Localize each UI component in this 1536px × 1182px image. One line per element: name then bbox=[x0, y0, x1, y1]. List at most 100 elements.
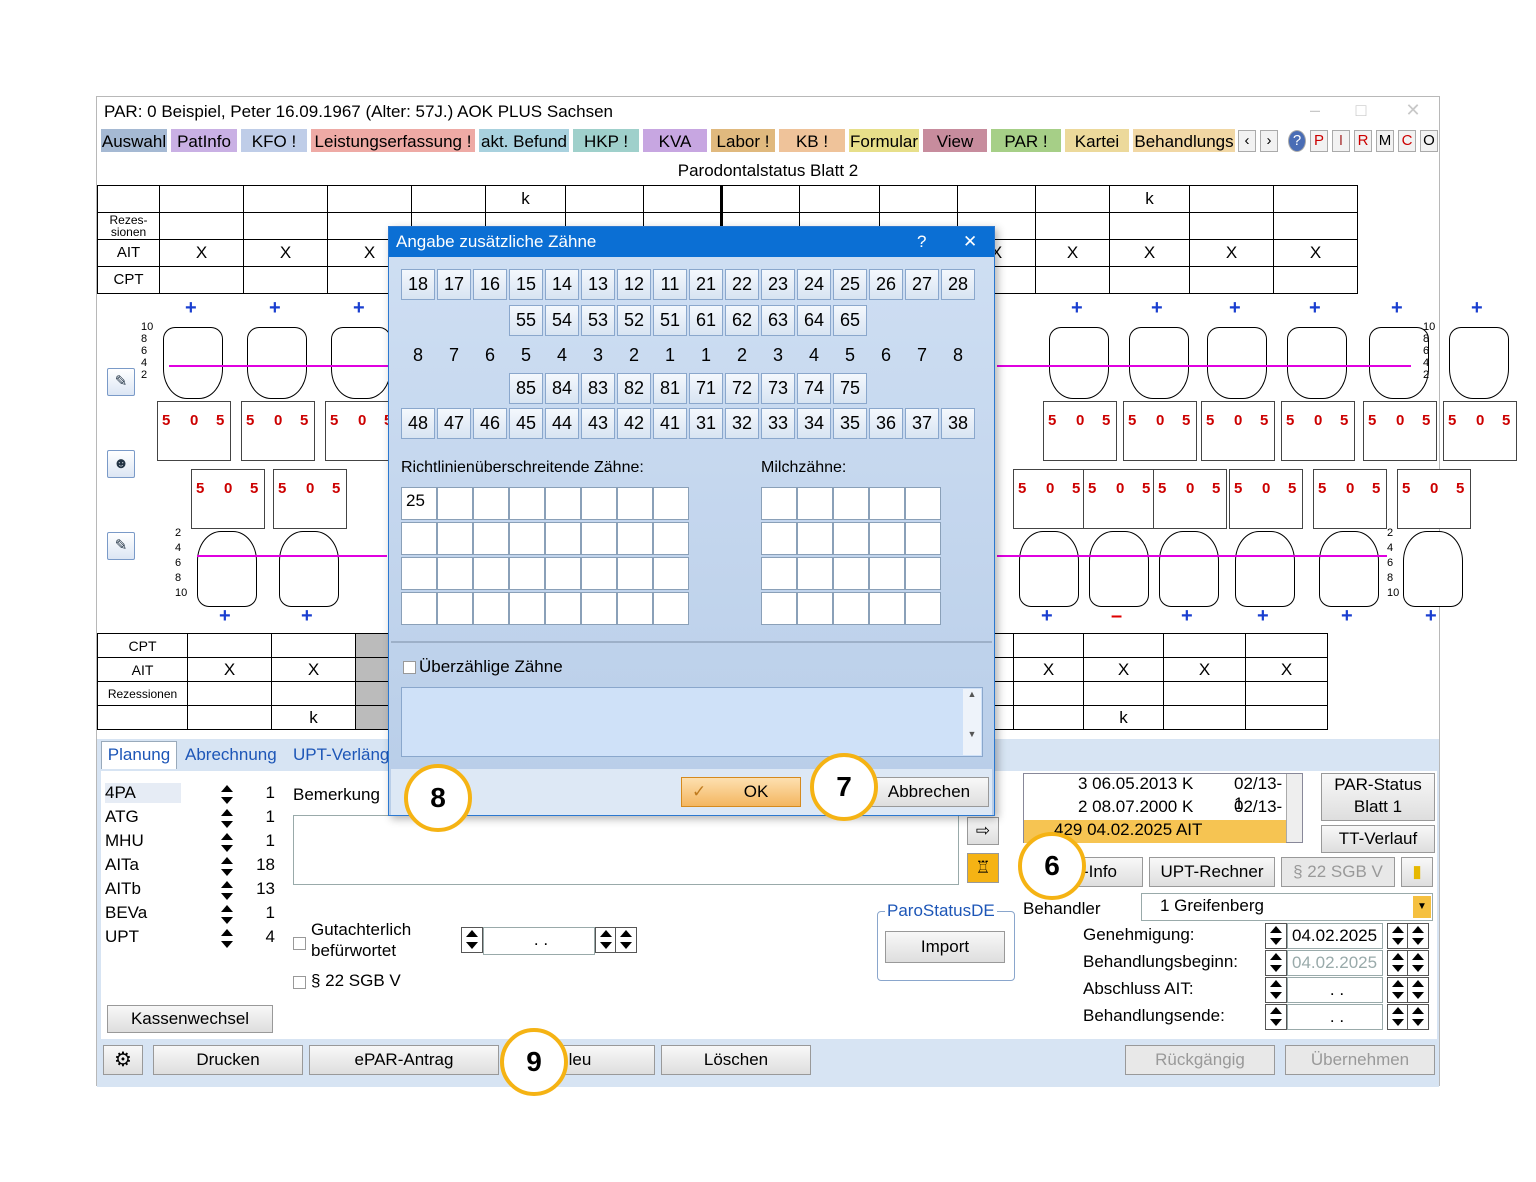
lower-tooth[interactable] bbox=[197, 531, 257, 607]
counter-spin[interactable] bbox=[217, 927, 237, 951]
tooth-button[interactable]: 51 bbox=[653, 305, 687, 336]
milch-cell[interactable] bbox=[869, 522, 905, 555]
tooth-button[interactable]: 31 bbox=[689, 408, 723, 439]
date-spin[interactable] bbox=[1387, 950, 1409, 976]
tooth-button[interactable]: 38 bbox=[941, 408, 975, 439]
milch-cell[interactable] bbox=[833, 487, 869, 520]
date-spin[interactable] bbox=[1265, 923, 1287, 949]
gutachter-checkbox[interactable] bbox=[293, 937, 306, 950]
richtlinien-cell[interactable] bbox=[437, 557, 473, 590]
toolbar-small-4[interactable]: I bbox=[1332, 130, 1350, 152]
upper-tooth[interactable] bbox=[331, 327, 391, 399]
tooth-button[interactable]: 71 bbox=[689, 373, 723, 404]
tooth-icon[interactable]: ♖ bbox=[967, 853, 999, 883]
tooth-button[interactable]: 72 bbox=[725, 373, 759, 404]
tooth-button[interactable]: 65 bbox=[833, 305, 867, 336]
sgb-button[interactable]: § 22 SGB V bbox=[1281, 857, 1395, 887]
richtlinien-cell[interactable] bbox=[437, 592, 473, 625]
tooth-button[interactable]: 25 bbox=[833, 269, 867, 300]
tooth-button[interactable]: 83 bbox=[581, 373, 615, 404]
tooth-button[interactable]: 48 bbox=[401, 408, 435, 439]
milch-cell[interactable] bbox=[869, 592, 905, 625]
date-spin[interactable] bbox=[1265, 977, 1287, 1003]
richtlinien-cell[interactable] bbox=[617, 557, 653, 590]
date-spin[interactable] bbox=[1265, 950, 1287, 976]
date-spin[interactable] bbox=[1387, 1004, 1409, 1030]
history-row[interactable]: 3 06.05.2013 K 02/13-1 bbox=[1024, 774, 1286, 813]
tooth-button[interactable]: 47 bbox=[437, 408, 471, 439]
tooth-button[interactable]: 34 bbox=[797, 408, 831, 439]
tab-abrechnung[interactable]: Abrechnung bbox=[185, 745, 277, 764]
richtlinien-cell[interactable] bbox=[473, 522, 509, 555]
milch-cell[interactable] bbox=[833, 522, 869, 555]
date-value[interactable]: 04.02.2025 bbox=[1287, 923, 1383, 949]
counter-value[interactable]: 18 bbox=[239, 855, 275, 875]
tooth-button[interactable]: 46 bbox=[473, 408, 507, 439]
counter-spin[interactable] bbox=[217, 783, 237, 807]
tooth-button[interactable]: 41 bbox=[653, 408, 687, 439]
tooth-button[interactable]: 64 bbox=[797, 305, 831, 336]
tooth-button[interactable]: 26 bbox=[869, 269, 903, 300]
milch-cell[interactable] bbox=[797, 557, 833, 590]
tab-behandlungs[interactable]: Behandlungs bbox=[1132, 128, 1236, 153]
richtlinien-cell[interactable] bbox=[437, 522, 473, 555]
patient-icon[interactable]: ☻ bbox=[107, 450, 135, 478]
import-button[interactable]: Import bbox=[885, 931, 1005, 963]
tooth-button[interactable]: 12 bbox=[617, 269, 651, 300]
richtlinien-cell[interactable] bbox=[653, 487, 689, 520]
richtlinien-cell[interactable] bbox=[401, 557, 437, 590]
richtlinien-cell[interactable] bbox=[617, 522, 653, 555]
tab-labor[interactable]: Labor ! bbox=[710, 128, 776, 153]
tab-kva[interactable]: KVA bbox=[642, 128, 708, 153]
milch-cell[interactable] bbox=[761, 522, 797, 555]
richtlinien-cell[interactable] bbox=[473, 557, 509, 590]
ok-button[interactable]: ✓ OK bbox=[681, 777, 801, 807]
upper-tooth[interactable] bbox=[163, 327, 223, 399]
tt-verlauf-button[interactable]: TT-Verlauf bbox=[1321, 825, 1435, 853]
richtlinien-cell[interactable] bbox=[653, 522, 689, 555]
milch-cell[interactable] bbox=[761, 487, 797, 520]
ueberzaehlig-checkbox[interactable] bbox=[403, 661, 416, 674]
rueckgaengig-button[interactable]: Rückgängig bbox=[1125, 1045, 1275, 1075]
toolbar-small-6[interactable]: M bbox=[1376, 130, 1394, 152]
tooth-button[interactable]: 35 bbox=[833, 408, 867, 439]
milch-cell[interactable] bbox=[797, 592, 833, 625]
help-icon[interactable]: ? bbox=[917, 232, 927, 251]
toolbar-small-8[interactable]: O bbox=[1420, 130, 1438, 152]
gutachter-spin-right[interactable] bbox=[595, 927, 617, 953]
tooth-button[interactable]: 85 bbox=[509, 373, 543, 404]
tab-kartei[interactable]: Kartei bbox=[1064, 128, 1130, 153]
tooth-button[interactable]: 74 bbox=[797, 373, 831, 404]
counter-value[interactable]: 13 bbox=[239, 879, 275, 899]
par-status-button[interactable]: PAR-Status Blatt 1 bbox=[1321, 773, 1435, 821]
tab-view[interactable]: View bbox=[922, 128, 988, 153]
tooth-button[interactable]: 54 bbox=[545, 305, 579, 336]
tooth-button[interactable]: 62 bbox=[725, 305, 759, 336]
toolbar-small-1[interactable]: › bbox=[1260, 130, 1278, 152]
tab-kfo[interactable]: KFO ! bbox=[240, 128, 308, 153]
tooth-button[interactable]: 37 bbox=[905, 408, 939, 439]
pencil-icon[interactable]: ✎ bbox=[107, 368, 135, 396]
lower-tooth[interactable] bbox=[1319, 531, 1379, 607]
tooth-button[interactable]: 82 bbox=[617, 373, 651, 404]
tooth-button[interactable]: 36 bbox=[869, 408, 903, 439]
upper-crown[interactable]: 505 bbox=[325, 401, 399, 461]
richtlinien-cell[interactable] bbox=[437, 487, 473, 520]
counter-value[interactable]: 1 bbox=[239, 903, 275, 923]
tooth-button[interactable]: 32 bbox=[725, 408, 759, 439]
counter-spin[interactable] bbox=[217, 807, 237, 831]
tooth-button[interactable]: 45 bbox=[509, 408, 543, 439]
richtlinien-cell[interactable] bbox=[545, 592, 581, 625]
richtlinien-cell[interactable] bbox=[581, 557, 617, 590]
date-spin[interactable] bbox=[1387, 977, 1409, 1003]
upper-tooth[interactable] bbox=[1287, 327, 1347, 399]
